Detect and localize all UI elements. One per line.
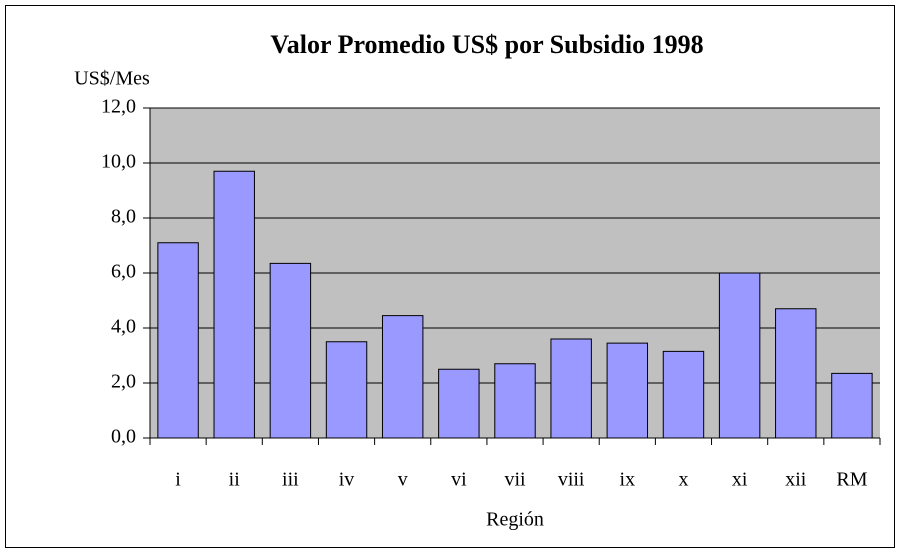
- x-tick-label: i: [175, 469, 181, 491]
- y-tick-label: 2,0: [111, 371, 136, 393]
- y-tick-label: 0,0: [111, 426, 136, 448]
- x-tick-label: ii: [229, 469, 241, 491]
- y-tick-label: 12,0: [101, 96, 136, 118]
- bar: [775, 308, 817, 439]
- x-tick-label: viii: [558, 469, 585, 491]
- x-tick-label: iii: [282, 469, 299, 491]
- x-tick-label: xi: [732, 469, 748, 491]
- y-tick-label: 8,0: [111, 206, 136, 228]
- x-tick-label: xii: [785, 469, 807, 491]
- bar: [831, 372, 873, 439]
- bar: [157, 242, 199, 439]
- y-tick-label: 6,0: [111, 261, 136, 283]
- bar: [325, 341, 368, 439]
- bar: [269, 262, 312, 439]
- bar: [606, 342, 649, 439]
- x-tick-label: vii: [504, 469, 526, 491]
- y-axis-label: US$/Mes: [74, 68, 150, 90]
- x-tick-label: x: [678, 469, 688, 491]
- y-tick-label: 10,0: [101, 151, 136, 173]
- chart-title: Valor Promedio US$ por Subsidio 1998: [270, 30, 703, 59]
- bar: [381, 315, 424, 439]
- x-tick-label: v: [398, 469, 408, 491]
- x-tick-label: vi: [451, 469, 467, 491]
- bar: [213, 170, 255, 439]
- bar: [662, 350, 705, 439]
- x-tick-label: iv: [339, 469, 355, 491]
- bar: [438, 368, 480, 439]
- x-tick-label: ix: [620, 469, 636, 491]
- bar: [494, 363, 536, 439]
- bar: [718, 272, 761, 439]
- x-tick-label: RM: [836, 469, 867, 491]
- x-axis-label: Región: [486, 509, 544, 531]
- y-tick-label: 4,0: [111, 316, 136, 338]
- bar: [550, 338, 592, 439]
